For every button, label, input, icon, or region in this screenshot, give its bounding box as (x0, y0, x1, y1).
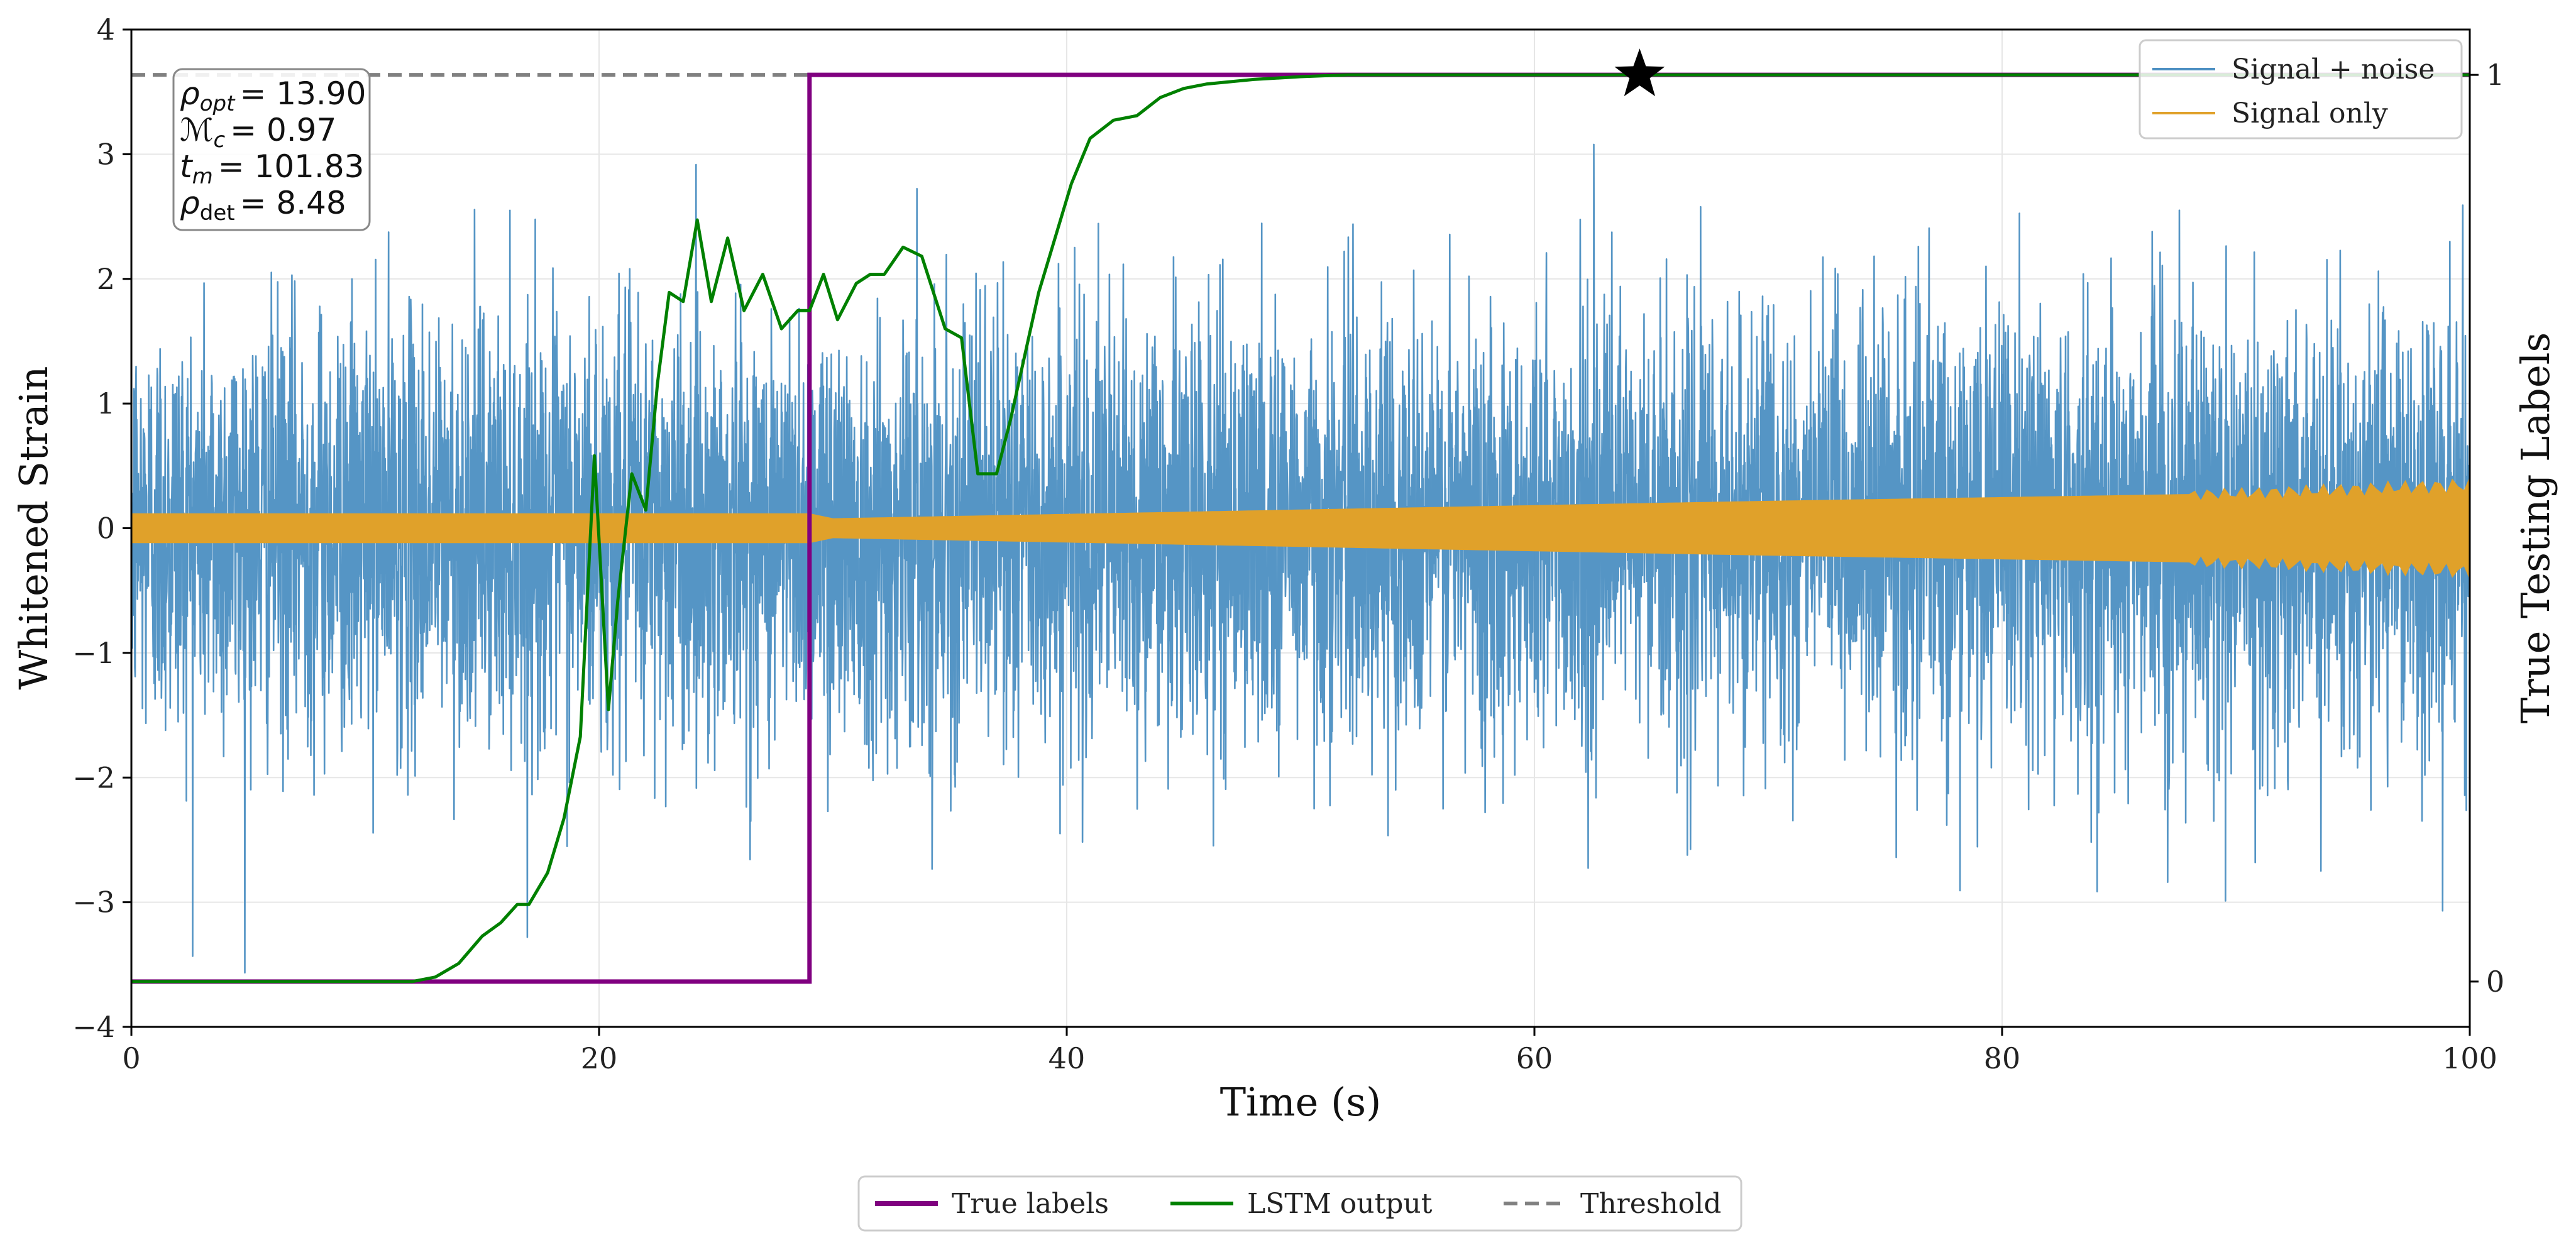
y-tick-label: −3 (72, 885, 115, 919)
y-tick-label-right: 0 (2486, 965, 2504, 999)
annotation-frame (172, 68, 371, 231)
y-tick-label: −1 (72, 636, 115, 670)
x-tick-label: 60 (1516, 1041, 1553, 1075)
legend-label: Signal only (2232, 97, 2388, 129)
x-tick-label: 40 (1049, 1041, 1086, 1075)
y-tick-label: 1 (97, 387, 115, 420)
legend-label: Signal + noise (2232, 53, 2435, 85)
y-tick-label: 4 (97, 13, 115, 47)
x-tick-label: 0 (122, 1041, 140, 1075)
x-tick-label: 20 (581, 1041, 618, 1075)
annotation-line: tm = 101.83 (180, 148, 364, 189)
series-signal-plus-noise (131, 143, 2470, 973)
legend-label: LSTM output (1247, 1188, 1433, 1220)
lstm-output-line (131, 73, 2470, 984)
x-tick-label: 100 (2442, 1041, 2497, 1075)
annotation-line: ρdet = 8.48 (180, 185, 346, 226)
annotation-line: ℳc = 0.97 (180, 112, 336, 153)
legend-label: True labels (952, 1188, 1109, 1220)
x-tick-label: 80 (1984, 1041, 2021, 1075)
y-tick-label: 3 (97, 137, 115, 171)
detection-marker (1614, 48, 1665, 97)
star-marker (1614, 48, 1665, 97)
series-signal-only (131, 476, 2470, 580)
legend-top-right: Signal + noise Signal only (2138, 39, 2463, 140)
annotation-line: ρopt = 13.90 (180, 75, 366, 116)
y-axis-label-right: True Testing Labels (2513, 332, 2558, 724)
y-tick-label: 0 (97, 512, 115, 546)
y-tick-label: −4 (72, 1010, 115, 1044)
x-axis-label: Time (s) (1220, 1079, 1382, 1125)
legend-frame (2138, 39, 2463, 140)
legend-label: Threshold (1580, 1188, 1721, 1220)
y-axis-label: Whitened Strain (11, 366, 57, 690)
legend-bottom-frame (857, 1175, 1742, 1232)
y-tick-label: 2 (97, 262, 115, 296)
y-tick-label-right: 1 (2486, 58, 2504, 92)
signal-plus-noise-line (131, 143, 2470, 973)
signal-only-band (131, 476, 2470, 580)
y-tick-label: −2 (72, 760, 115, 794)
legend-bottom: True labels LSTM output Threshold (857, 1175, 1742, 1232)
